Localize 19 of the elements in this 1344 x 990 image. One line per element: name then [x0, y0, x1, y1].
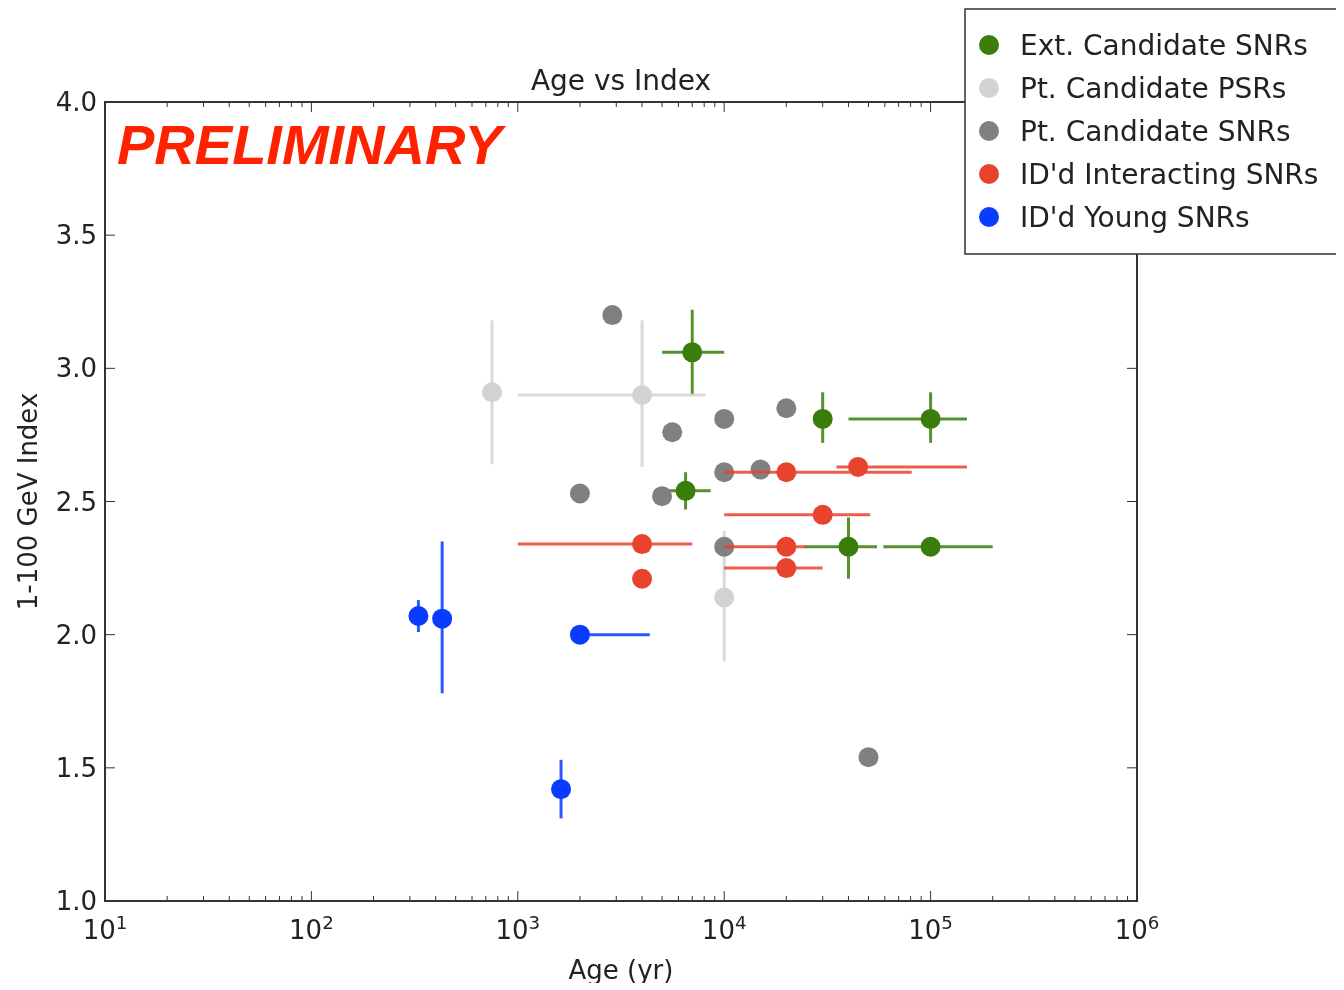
annotation: PRELIMINARY — [117, 113, 507, 176]
x-tick-label: 10$^{2}$ — [289, 911, 334, 945]
legend-label: Ext. Candidate SNRs — [1020, 29, 1308, 62]
legend-label: Pt. Candidate SNRs — [1020, 115, 1291, 148]
y-tick-label: 2.5 — [55, 486, 97, 517]
legend-label: Pt. Candidate PSRs — [1020, 72, 1287, 105]
x-tick-label: 10$^{3}$ — [495, 911, 541, 945]
y-tick-label: 3.0 — [55, 353, 97, 384]
y-tick-label: 2.0 — [55, 619, 97, 650]
x-tick-label: 10$^{4}$ — [701, 911, 747, 945]
y-tick-label: 1.5 — [55, 752, 97, 783]
legend-label: ID'd Interacting SNRs — [1020, 158, 1319, 191]
chart-title: Age vs Index — [530, 64, 712, 97]
legend-label: ID'd Young SNRs — [1020, 201, 1250, 234]
y-tick-label: 3.5 — [55, 220, 97, 251]
y-tick-label: 4.0 — [55, 87, 97, 117]
x-tick-label: 10$^{5}$ — [908, 911, 953, 945]
x-tick-label: 10$^{6}$ — [1114, 911, 1160, 945]
y-axis-title: 1-100 GeV Index — [13, 392, 43, 611]
